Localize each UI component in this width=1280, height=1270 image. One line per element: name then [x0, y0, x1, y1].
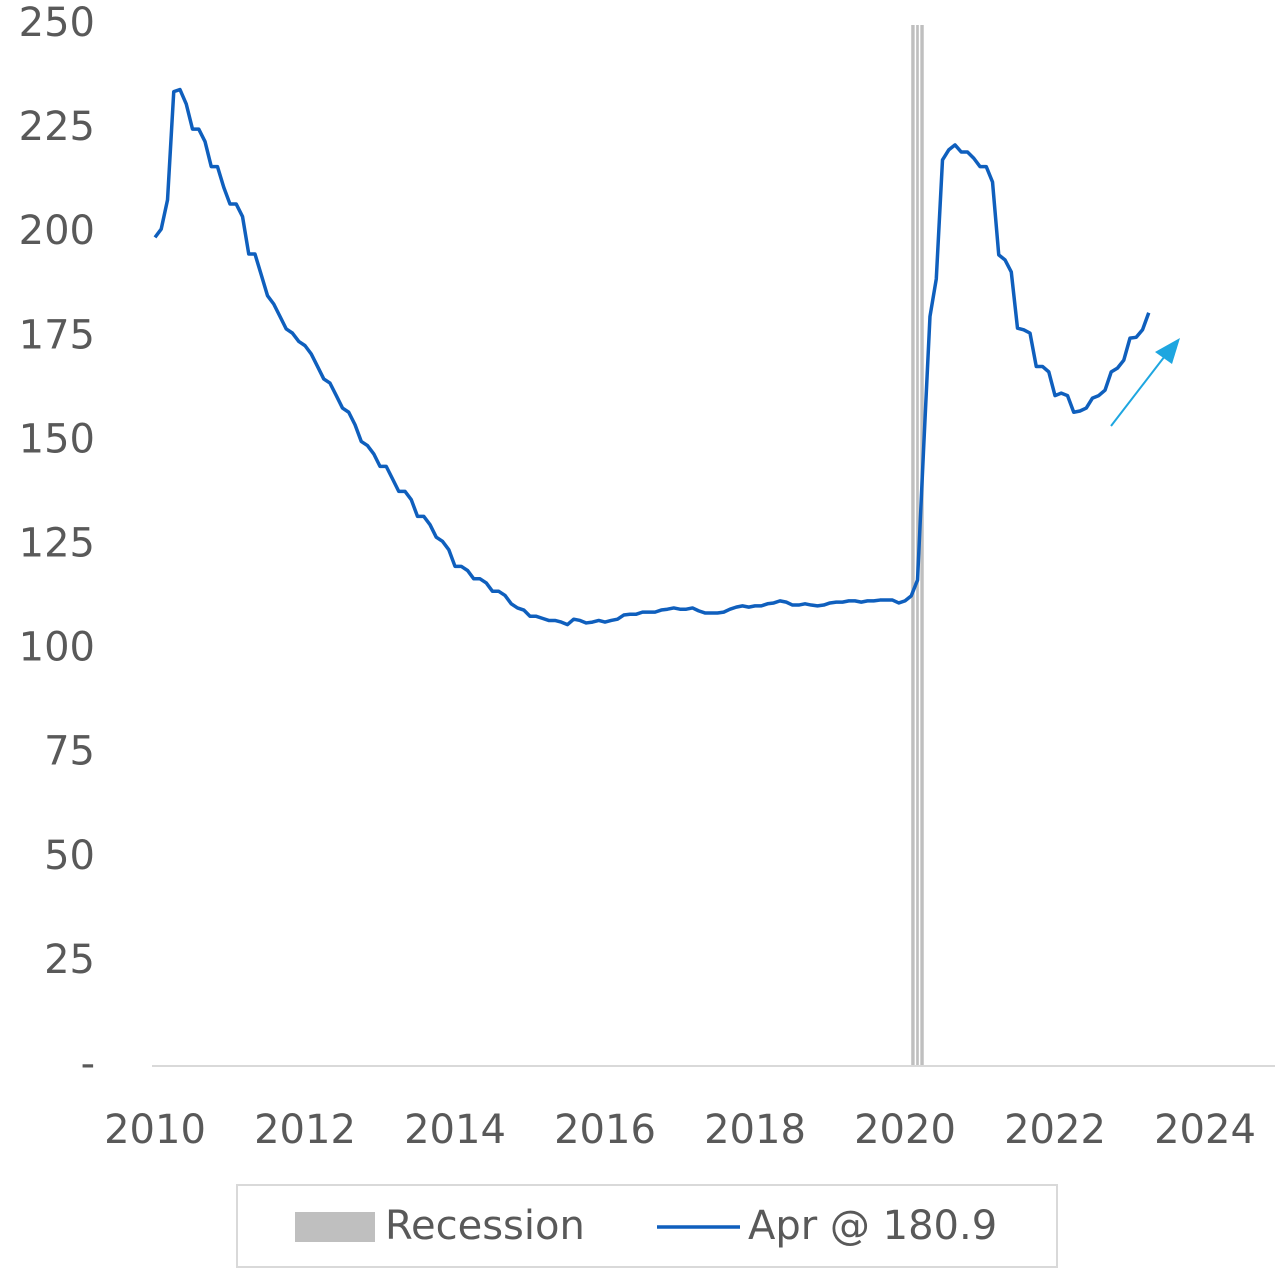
- y-tick-label: -: [81, 1041, 95, 1087]
- y-tick-label: 250: [19, 0, 95, 46]
- x-tick-label: 2016: [554, 1107, 656, 1153]
- series-line: [153, 87, 1151, 627]
- y-tick-label: 50: [44, 833, 95, 879]
- legend-swatch: [295, 1212, 375, 1242]
- x-tick-label: 2020: [854, 1107, 956, 1153]
- y-tick-label: 75: [44, 729, 95, 775]
- legend-label: Apr @ 180.9: [748, 1203, 997, 1249]
- y-tick-label: 125: [19, 521, 95, 567]
- x-tick-label: 2018: [704, 1107, 806, 1153]
- x-tick-label: 2024: [1154, 1107, 1256, 1153]
- y-tick-label: 25: [44, 937, 95, 983]
- annotation-arrow: [1110, 338, 1180, 427]
- y-tick-label: 150: [19, 416, 95, 462]
- x-tick-label: 2012: [254, 1107, 356, 1153]
- y-tick-label: 175: [19, 312, 95, 358]
- legend-label: Recession: [385, 1203, 585, 1249]
- x-tick-label: 2010: [104, 1107, 206, 1153]
- y-tick-label: 200: [19, 208, 95, 254]
- y-tick-label: 225: [19, 104, 95, 150]
- x-tick-label: 2014: [404, 1107, 506, 1153]
- x-tick-label: 2022: [1004, 1107, 1106, 1153]
- legend-box: [236, 1184, 1058, 1268]
- y-tick-label: 100: [19, 625, 95, 671]
